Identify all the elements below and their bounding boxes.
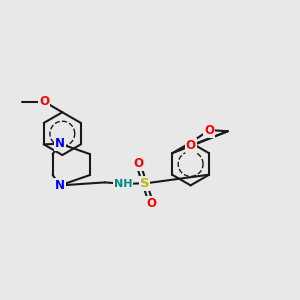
Text: N: N — [55, 179, 65, 192]
Text: NH: NH — [114, 179, 132, 189]
Text: O: O — [204, 124, 214, 137]
Text: O: O — [39, 95, 49, 108]
Text: N: N — [55, 137, 65, 150]
Text: O: O — [146, 197, 156, 210]
Text: O: O — [186, 139, 196, 152]
Text: S: S — [140, 177, 149, 190]
Text: O: O — [133, 157, 143, 169]
